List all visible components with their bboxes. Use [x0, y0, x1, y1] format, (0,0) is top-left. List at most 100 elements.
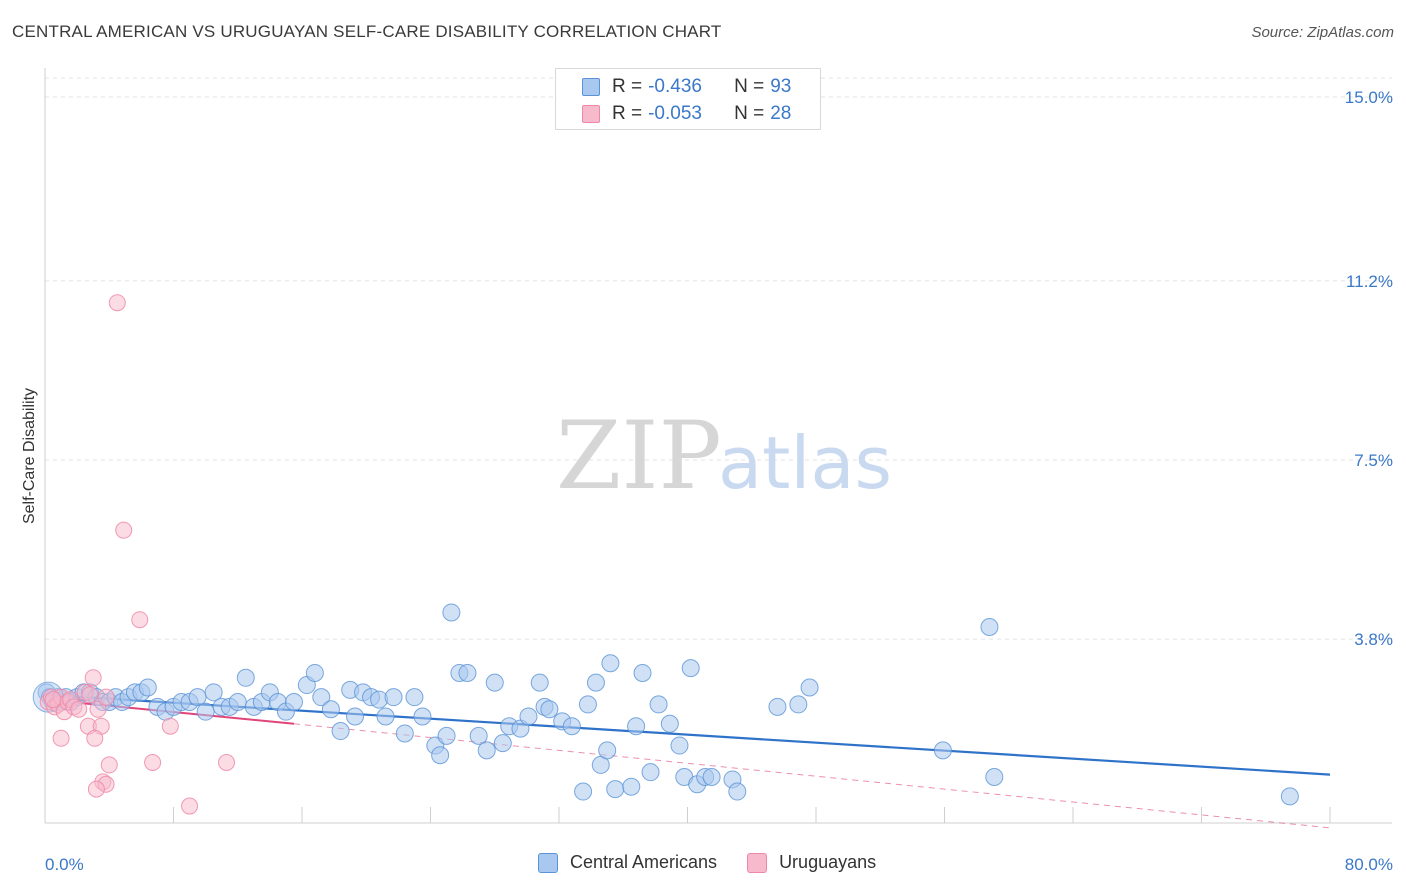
point-central-american — [1280, 787, 1299, 806]
point-central-american — [800, 678, 819, 697]
point-central-american — [540, 700, 559, 719]
point-central-american — [649, 695, 668, 714]
y-tick-label: 15.0% — [1345, 88, 1393, 107]
legend-n-label: N = — [734, 76, 765, 97]
point-central-american — [346, 707, 365, 726]
point-uruguayan — [44, 691, 62, 709]
point-central-american — [405, 688, 424, 707]
point-central-american — [728, 782, 747, 801]
legend-label-central-americans: Central Americans — [570, 852, 718, 872]
trend-line-uruguayans-extension — [293, 723, 1331, 829]
point-uruguayan — [89, 700, 107, 718]
data-points — [32, 294, 1299, 815]
watermark: ZIP atlas — [556, 402, 892, 511]
point-uruguayan — [131, 611, 149, 629]
point-central-american — [331, 722, 350, 741]
point-central-american — [469, 726, 488, 745]
point-central-american — [985, 768, 1004, 787]
point-central-american — [768, 697, 787, 716]
x-tick-label: 80.0% — [1345, 855, 1393, 874]
point-central-american — [442, 603, 461, 622]
source-label: Source: ZipAtlas.com — [1251, 24, 1394, 41]
legend-row-central-americans: R = -0.436 N = 93 — [582, 75, 791, 99]
point-central-american — [395, 724, 414, 743]
y-tick-label: 7.5% — [1354, 451, 1393, 470]
point-uruguayan — [84, 669, 102, 687]
point-central-american — [204, 683, 223, 702]
legend-r-label: R = — [612, 76, 643, 97]
point-central-american — [606, 780, 625, 799]
legend-n-label: N = — [734, 103, 765, 124]
legend-n-value: 28 — [770, 103, 792, 124]
point-central-american — [376, 707, 395, 726]
legend-item-uruguayans[interactable]: Uruguayans — [747, 852, 876, 873]
point-central-american — [493, 734, 512, 753]
watermark-atlas: atlas — [718, 421, 892, 505]
legend-r-label: R = — [612, 103, 643, 124]
point-central-american — [284, 693, 303, 711]
point-central-american — [660, 714, 679, 733]
point-uruguayan — [144, 754, 162, 771]
point-uruguayan — [97, 688, 115, 706]
point-central-american — [980, 617, 999, 636]
tick-labels: 3.8% 7.5% 11.2% 15.0% 0.0% 80.0% — [45, 88, 1393, 874]
point-central-american — [574, 782, 593, 801]
legend-row-uruguayans: R = -0.053 N = 28 — [582, 102, 791, 126]
y-tick-label: 11.2% — [1346, 272, 1393, 291]
series-legend: Central Americans Uruguayans — [538, 852, 906, 873]
y-tick-label: 3.8% — [1354, 630, 1393, 649]
point-central-american — [413, 707, 432, 726]
point-central-american — [622, 777, 641, 796]
point-uruguayan — [218, 754, 236, 771]
point-central-american — [458, 663, 477, 682]
legend-swatch-blue — [582, 78, 600, 96]
point-uruguayan — [87, 780, 105, 798]
chart-title: CENTRAL AMERICAN VS URUGUAYAN SELF-CARE … — [12, 22, 722, 41]
point-central-american — [485, 673, 504, 692]
point-central-american — [641, 763, 660, 782]
y-axis-label: Self-Care Disability — [21, 388, 38, 524]
point-central-american — [601, 654, 620, 673]
watermark-zip: ZIP — [556, 402, 722, 511]
point-central-american — [236, 668, 255, 687]
correlation-legend: R = -0.436 N = 93 R = -0.053 N = 28 — [555, 68, 821, 130]
point-central-american — [562, 717, 581, 736]
point-uruguayan — [100, 756, 118, 774]
legend-swatch-pink — [747, 852, 768, 873]
point-central-american — [196, 702, 215, 721]
point-central-american — [477, 741, 496, 760]
point-uruguayan — [161, 717, 179, 735]
point-central-american — [384, 688, 403, 707]
point-uruguayan — [115, 521, 133, 539]
legend-item-central-americans[interactable]: Central Americans — [538, 852, 717, 873]
legend-r-value: -0.053 — [648, 103, 702, 124]
point-uruguayan — [108, 294, 126, 312]
point-uruguayan — [70, 700, 88, 718]
legend-swatch-pink — [582, 105, 600, 123]
point-central-american — [437, 726, 456, 745]
x-tick-label: 0.0% — [45, 855, 84, 874]
point-central-american — [670, 736, 689, 755]
point-central-american — [530, 673, 549, 692]
point-uruguayan — [52, 729, 70, 747]
point-central-american — [578, 695, 597, 714]
gridlines — [45, 77, 1392, 640]
point-central-american — [681, 659, 700, 678]
point-central-american — [586, 673, 605, 692]
point-uruguayan — [81, 686, 99, 704]
point-central-american — [431, 746, 450, 765]
point-central-american — [789, 695, 808, 714]
point-central-american — [933, 741, 952, 760]
point-central-american — [321, 700, 340, 719]
point-central-american — [702, 768, 721, 787]
legend-r-value: -0.436 — [648, 76, 702, 97]
point-uruguayan — [86, 729, 104, 747]
point-central-american — [519, 707, 538, 726]
point-central-american — [228, 693, 247, 711]
point-central-american — [627, 717, 646, 736]
point-central-american — [138, 678, 157, 697]
point-central-american — [633, 663, 652, 682]
point-central-american — [598, 741, 617, 760]
legend-label-uruguayans: Uruguayans — [779, 852, 877, 872]
